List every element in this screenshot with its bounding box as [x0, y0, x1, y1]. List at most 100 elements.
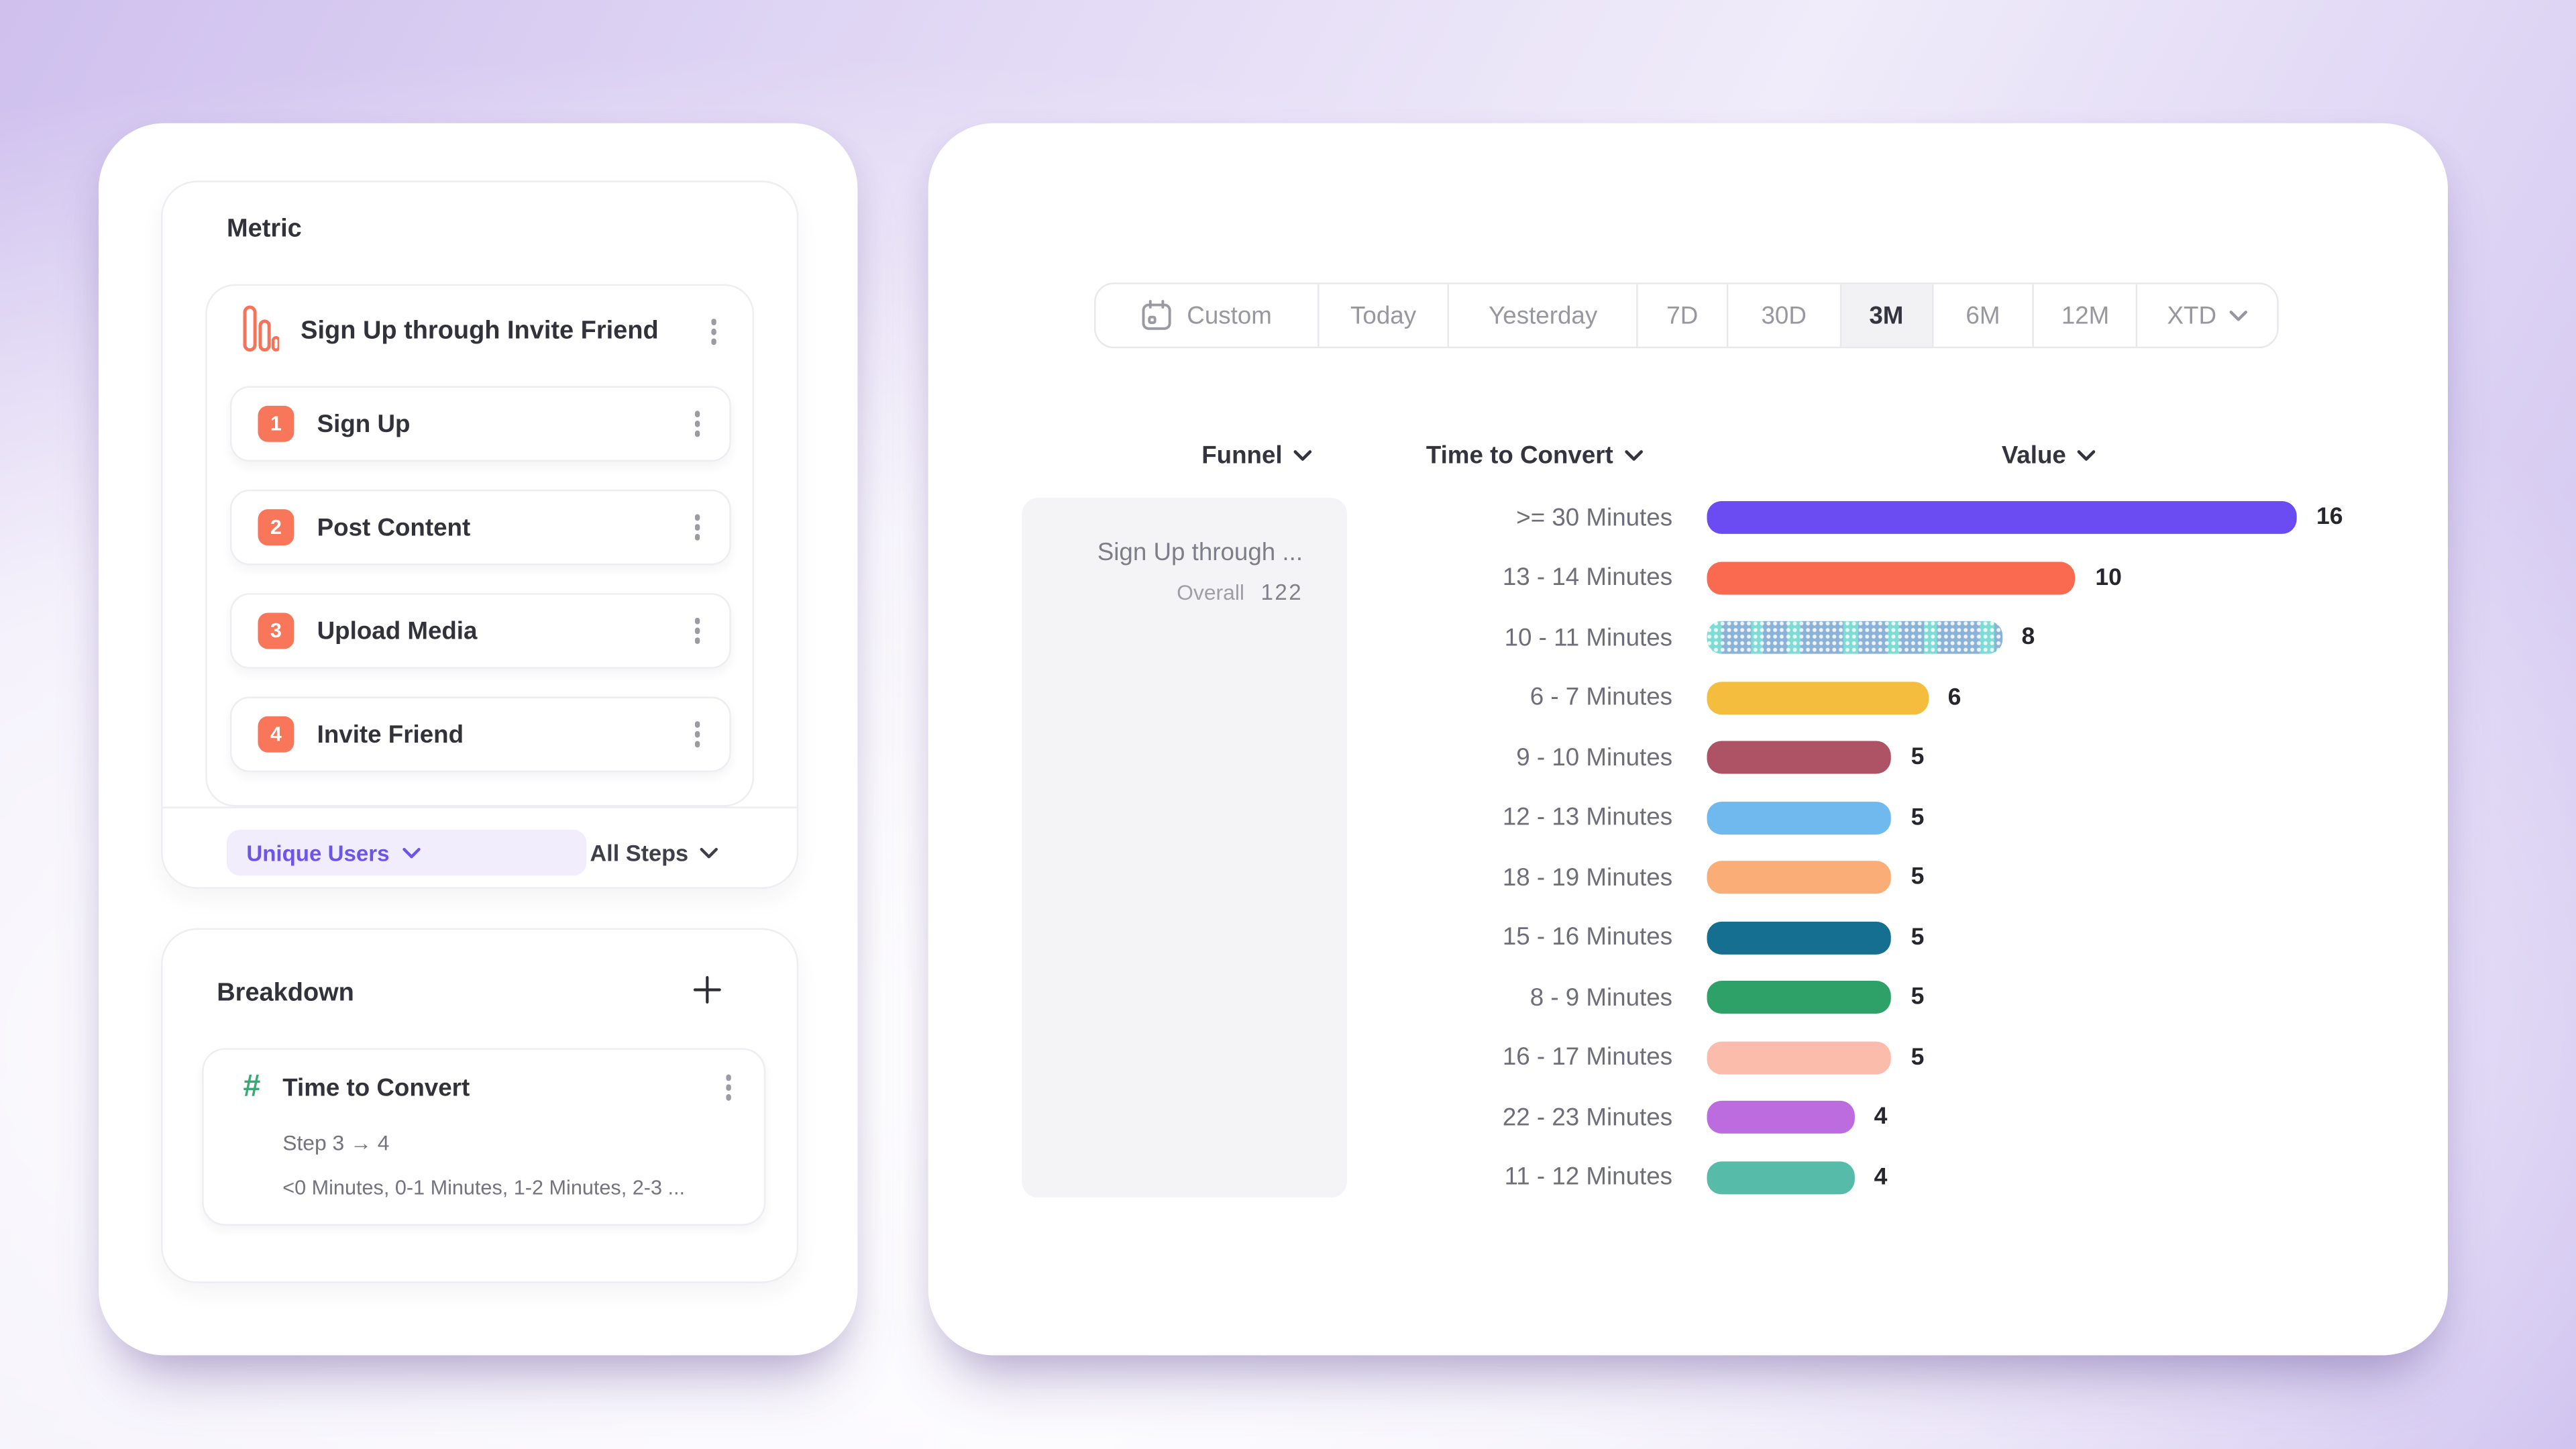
chevron-down-icon	[700, 847, 718, 858]
overall-label: Overall	[1177, 580, 1245, 605]
chart-bar[interactable]	[1707, 741, 1892, 775]
chart-row: 8 - 9 Minutes 5	[1344, 967, 2343, 1027]
date-range-option-7d[interactable]: 7D	[1636, 284, 1726, 347]
chart-bar[interactable]	[1707, 561, 2076, 594]
chart-row: 16 - 17 Minutes 5	[1344, 1028, 2343, 1087]
date-range-option-custom[interactable]: Custom	[1095, 284, 1317, 347]
chart-bar[interactable]	[1707, 1101, 1855, 1134]
breakdown-property-name: Time to Convert	[282, 1073, 470, 1102]
chart-row: 10 - 11 Minutes 8	[1344, 608, 2343, 667]
funnel-steps-list: 1 Sign Up 2 Post Content 3 Upload Media 4 Invit…	[229, 386, 731, 800]
step-number-badge: 3	[258, 612, 294, 649]
breakdown-section-title: Breakdown	[217, 979, 354, 1008]
time-to-convert-bar-chart: >= 30 Minutes 16 13 - 14 Minutes 10 10 - 11 …	[1344, 488, 2343, 1208]
chart-value-label: 5	[1911, 1044, 1925, 1071]
measurement-dropdown[interactable]: Unique Users	[226, 829, 587, 876]
kebab-menu-icon[interactable]	[688, 405, 706, 443]
funnel-step-card[interactable]: 1 Sign Up	[229, 386, 731, 462]
measurement-label: Unique Users	[246, 840, 390, 865]
date-range-selector: Custom Today Yesterday 7D 30D 3M 6M 12M XTD	[1094, 282, 2279, 349]
funnel-step-card[interactable]: 2 Post Content	[229, 489, 731, 566]
step-number-badge: 4	[258, 716, 294, 753]
step-label: Post Content	[317, 513, 471, 541]
date-range-option-yesterday[interactable]: Yesterday	[1448, 284, 1637, 347]
chart-category-label: 13 - 14 Minutes	[1502, 564, 1673, 592]
chart-value-label: 4	[1874, 1164, 1888, 1191]
chart-category-label: 8 - 9 Minutes	[1529, 983, 1673, 1012]
chart-value-label: 6	[1947, 684, 1962, 711]
chart-row: 15 - 16 Minutes 5	[1344, 908, 2343, 967]
date-range-option-6m[interactable]: 6M	[1931, 284, 2033, 347]
breakdown-step-range: Step 3 → 4	[282, 1130, 390, 1155]
chart-row: 22 - 23 Minutes 4	[1344, 1087, 2343, 1147]
chart-bar[interactable]	[1707, 501, 2297, 535]
funnel-metric-icon	[243, 305, 281, 359]
chevron-down-icon	[402, 847, 421, 858]
chart-bar[interactable]	[1707, 1041, 1892, 1075]
funnel-summary-chip[interactable]: Sign Up through ... Overall 122	[1022, 498, 1348, 1198]
funnel-step-card[interactable]: 3 Upload Media	[229, 593, 731, 669]
kebab-menu-icon[interactable]	[688, 508, 706, 547]
calendar-icon	[1142, 300, 1172, 330]
chart-row: 12 - 13 Minutes 5	[1344, 788, 2343, 847]
funnel-metric-header[interactable]: Sign Up through Invite Friend	[207, 286, 753, 378]
chart-bar[interactable]	[1707, 981, 1892, 1014]
breakdown-panel: Breakdown # Time to Convert Step 3 → 4 <…	[161, 928, 799, 1283]
funnel-summary-title: Sign Up through ...	[1097, 539, 1303, 567]
chart-row: 11 - 12 Minutes 4	[1344, 1148, 2343, 1208]
chart-value-label: 4	[1874, 1104, 1888, 1131]
date-range-option-today[interactable]: Today	[1317, 284, 1448, 347]
chart-value-label: 5	[1911, 924, 1925, 951]
column-header-value[interactable]: Value	[2002, 442, 2096, 470]
chart-category-label: 12 - 13 Minutes	[1502, 804, 1673, 832]
kebab-menu-icon[interactable]	[688, 612, 706, 651]
metric-section-title: Metric	[226, 215, 302, 244]
chart-value-label: 10	[2095, 564, 2122, 592]
chart-value-label: 16	[2316, 504, 2343, 531]
report-card: Custom Today Yesterday 7D 30D 3M 6M 12M XTD Funn…	[928, 123, 2448, 1356]
chart-value-label: 5	[1911, 864, 1925, 891]
chart-bar[interactable]	[1707, 861, 1892, 894]
chart-row: 13 - 14 Minutes 10	[1344, 548, 2343, 608]
chart-category-label: 11 - 12 Minutes	[1504, 1163, 1673, 1192]
date-range-option-30d[interactable]: 30D	[1726, 284, 1840, 347]
column-header-funnel[interactable]: Funnel	[1201, 442, 1312, 470]
chart-category-label: 22 - 23 Minutes	[1502, 1104, 1673, 1132]
chart-category-label: 9 - 10 Minutes	[1516, 743, 1673, 772]
funnel-step-card[interactable]: 4 Invite Friend	[229, 696, 731, 773]
chart-category-label: 15 - 16 Minutes	[1502, 923, 1673, 952]
chart-bar[interactable]	[1707, 921, 1892, 955]
chart-value-label: 5	[1911, 984, 1925, 1011]
kebab-menu-icon[interactable]	[704, 313, 722, 352]
chart-category-label: 16 - 17 Minutes	[1502, 1043, 1673, 1072]
step-label: Invite Friend	[317, 720, 464, 749]
chart-row: >= 30 Minutes 16	[1344, 488, 2343, 547]
overall-value: 122	[1260, 580, 1303, 605]
metric-panel: Metric Sign Up through Invite Friend 1 Si…	[161, 180, 799, 889]
chevron-down-icon	[1625, 450, 1643, 461]
breakdown-property-card[interactable]: # Time to Convert Step 3 → 4 <0 Minutes,…	[202, 1048, 766, 1226]
date-range-option-12m[interactable]: 12M	[2033, 284, 2136, 347]
chart-value-label: 8	[2021, 625, 2035, 651]
add-breakdown-button[interactable]	[693, 976, 721, 1012]
funnel-metric-name: Sign Up through Invite Friend	[301, 317, 659, 345]
chart-bar[interactable]	[1707, 1161, 1855, 1194]
kebab-menu-icon[interactable]	[688, 715, 706, 754]
chart-bar[interactable]	[1707, 801, 1892, 835]
kebab-menu-icon[interactable]	[718, 1068, 737, 1107]
step-label: Sign Up	[317, 410, 411, 438]
query-builder-card: Metric Sign Up through Invite Friend 1 Si…	[98, 123, 858, 1356]
chart-category-label: >= 30 Minutes	[1516, 504, 1673, 532]
date-range-option-3m[interactable]: 3M	[1839, 284, 1932, 347]
chart-row: 9 - 10 Minutes 5	[1344, 728, 2343, 788]
chart-bar[interactable]	[1707, 681, 1929, 714]
date-range-option-xtd[interactable]: XTD	[2136, 284, 2277, 347]
column-header-time-to-convert[interactable]: Time to Convert	[1426, 442, 1643, 470]
metric-footer-divider	[162, 806, 797, 808]
chart-value-label: 5	[1911, 745, 1925, 771]
steps-filter-dropdown[interactable]: All Steps	[590, 830, 718, 876]
step-number-badge: 2	[258, 509, 294, 546]
chart-value-label: 5	[1911, 804, 1925, 831]
chart-bar[interactable]	[1707, 621, 2002, 655]
